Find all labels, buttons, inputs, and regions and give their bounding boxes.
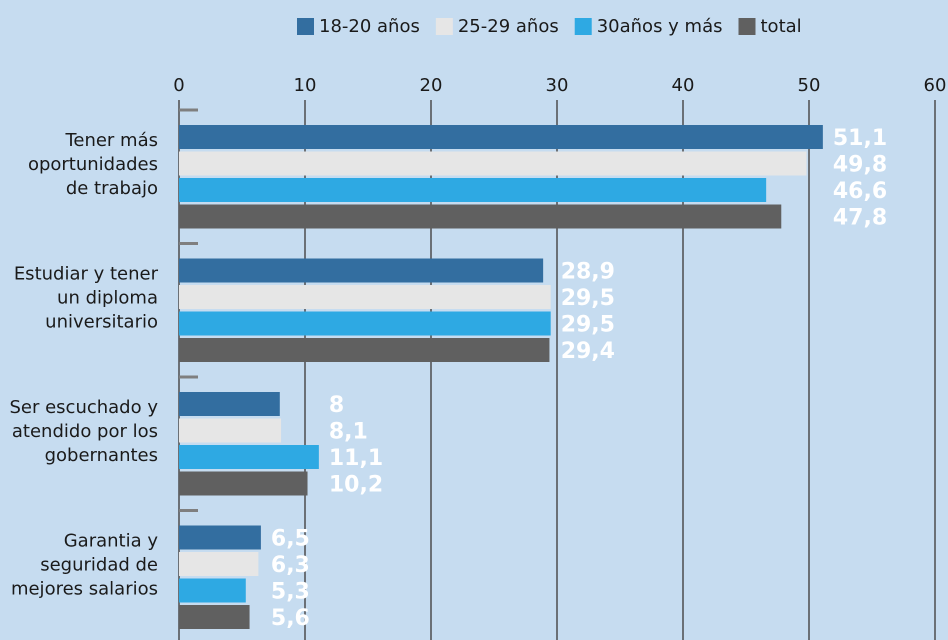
y-tick-label: gobernantes bbox=[45, 445, 158, 466]
x-tick-label: 0 bbox=[173, 75, 184, 96]
y-tick-label: de trabajo bbox=[66, 178, 158, 199]
y-tick-label: oportunidades bbox=[28, 154, 158, 175]
value-label: 10,2 bbox=[329, 473, 383, 498]
value-label: 6,3 bbox=[271, 553, 310, 578]
value-label: 11,1 bbox=[329, 446, 383, 471]
legend-label: 30años y más bbox=[597, 16, 723, 37]
bar bbox=[179, 125, 823, 149]
bar bbox=[179, 605, 250, 629]
legend-swatch bbox=[738, 18, 756, 35]
value-label: 29,5 bbox=[561, 286, 615, 311]
legend-label: 18-20 años bbox=[319, 16, 420, 37]
y-tick-label: Estudiar y tener bbox=[14, 263, 159, 284]
value-label: 5,6 bbox=[271, 606, 310, 631]
bar bbox=[179, 178, 767, 202]
y-tick-label: Ser escuchado y bbox=[9, 397, 158, 418]
value-label: 46,6 bbox=[833, 179, 887, 204]
y-tick-label: un diploma bbox=[57, 287, 158, 308]
value-label: 6,5 bbox=[271, 527, 310, 552]
value-label: 51,1 bbox=[833, 126, 887, 151]
bar bbox=[179, 285, 551, 309]
bar bbox=[179, 338, 550, 362]
x-tick-label: 30 bbox=[546, 75, 569, 96]
y-tick-label: universitario bbox=[45, 311, 158, 332]
value-label: 29,5 bbox=[561, 313, 615, 338]
value-label: 8,1 bbox=[329, 420, 368, 445]
y-tick-label: Garantia y bbox=[64, 530, 159, 551]
x-tick-label: 60 bbox=[924, 75, 947, 96]
legend-swatch bbox=[574, 18, 592, 35]
value-label: 29,4 bbox=[561, 339, 615, 364]
value-label: 8 bbox=[329, 393, 344, 418]
bar bbox=[179, 311, 551, 336]
legend-label: 25-29 años bbox=[458, 16, 559, 37]
value-label: 47,8 bbox=[833, 206, 887, 231]
value-label: 49,8 bbox=[833, 153, 887, 178]
legend-label: total bbox=[761, 16, 802, 37]
x-tick-label: 40 bbox=[672, 75, 695, 96]
bar bbox=[179, 471, 308, 496]
value-label: 28,9 bbox=[561, 260, 615, 285]
bar bbox=[179, 578, 246, 603]
y-tick-label: Tener más bbox=[64, 130, 158, 151]
bar bbox=[179, 525, 261, 550]
x-tick-label: 10 bbox=[294, 75, 317, 96]
legend-swatch bbox=[297, 18, 314, 35]
bar bbox=[179, 552, 259, 576]
y-tick-label: atendido por los bbox=[12, 421, 158, 442]
x-tick-label: 20 bbox=[420, 75, 443, 96]
value-label: 5,3 bbox=[271, 580, 310, 605]
y-tick-label: mejores salarios bbox=[11, 578, 158, 599]
bar bbox=[179, 204, 782, 229]
y-tick-label: seguridad de bbox=[40, 554, 158, 575]
bar bbox=[179, 258, 544, 283]
bar bbox=[179, 445, 319, 469]
x-tick-label: 50 bbox=[798, 75, 821, 96]
bar bbox=[179, 418, 282, 443]
bar bbox=[179, 151, 807, 176]
legend-swatch bbox=[435, 18, 453, 35]
bar bbox=[179, 392, 280, 416]
